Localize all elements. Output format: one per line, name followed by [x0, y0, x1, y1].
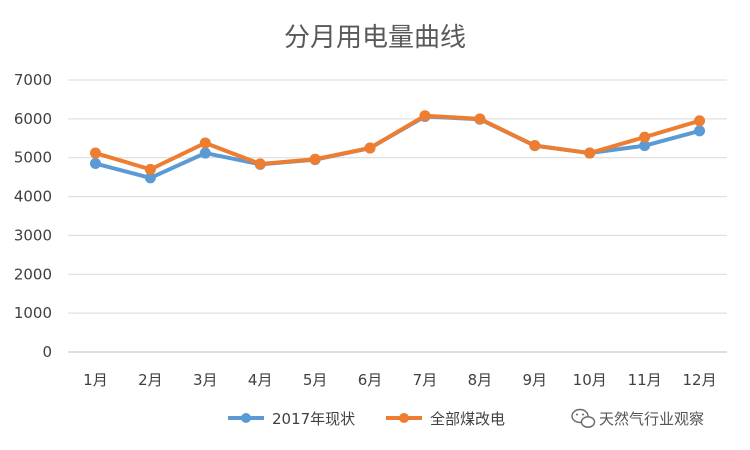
data-point-1[interactable]	[419, 110, 431, 122]
x-tick-label: 1月	[83, 371, 108, 389]
data-point-1[interactable]	[694, 115, 706, 127]
x-tick-label: 9月	[523, 371, 548, 389]
data-point-1[interactable]	[364, 142, 376, 154]
y-tick-label: 1000	[14, 304, 52, 322]
data-point-1[interactable]	[144, 163, 156, 175]
data-point-1[interactable]	[199, 137, 211, 149]
x-tick-label: 10月	[573, 371, 607, 389]
y-tick-label: 0	[42, 343, 52, 361]
chart-title: 分月用电量曲线	[284, 23, 466, 53]
data-point-1[interactable]	[529, 140, 541, 152]
legend: 2017年现状 全部煤改电	[228, 410, 505, 428]
x-axis-ticks: 1月 2月 3月 4月 5月 6月 7月 8月 9月 10月 11月 12月	[83, 371, 716, 389]
watermark-text: 天然气行业观察	[599, 410, 704, 428]
y-tick-label: 6000	[14, 110, 52, 128]
legend-item-coal-to-electric[interactable]: 全部煤改电	[386, 410, 505, 428]
y-tick-label: 3000	[14, 226, 52, 244]
x-tick-label: 2月	[138, 371, 163, 389]
data-point-0[interactable]	[694, 125, 706, 137]
data-point-1[interactable]	[584, 147, 596, 159]
x-tick-label: 11月	[628, 371, 662, 389]
data-point-0[interactable]	[639, 140, 651, 152]
y-tick-label: 4000	[14, 188, 52, 206]
x-tick-label: 12月	[682, 371, 716, 389]
watermark: 天然气行业观察	[571, 408, 704, 428]
legend-marker-coal-to-electric	[399, 413, 409, 423]
legend-marker-2017	[241, 413, 251, 423]
legend-label-coal-to-electric: 全部煤改电	[430, 410, 505, 428]
x-tick-label: 5月	[303, 371, 328, 389]
series-line-1	[93, 113, 702, 172]
data-point-0[interactable]	[89, 158, 101, 170]
data-point-0[interactable]	[199, 147, 211, 159]
gridlines	[68, 79, 727, 353]
y-tick-label: 2000	[14, 265, 52, 283]
data-point-1[interactable]	[254, 158, 266, 170]
y-axis-ticks: 0 1000 2000 3000 4000 5000 6000 7000	[14, 71, 52, 361]
y-tick-label: 5000	[14, 149, 52, 167]
y-tick-label: 7000	[14, 71, 52, 89]
data-point-1[interactable]	[639, 131, 651, 143]
x-tick-label: 6月	[358, 371, 383, 389]
data-point-1[interactable]	[89, 147, 101, 159]
legend-label-2017: 2017年现状	[272, 410, 355, 428]
legend-item-2017[interactable]: 2017年现状	[228, 410, 355, 428]
x-tick-label: 4月	[248, 371, 273, 389]
series-layer	[89, 110, 706, 184]
data-point-1[interactable]	[309, 153, 321, 165]
data-point-1[interactable]	[474, 113, 486, 125]
data-point-0[interactable]	[144, 172, 156, 184]
wechat-icon	[571, 408, 596, 428]
x-tick-label: 8月	[468, 371, 493, 389]
x-tick-label: 7月	[413, 371, 438, 389]
x-tick-label: 3月	[193, 371, 218, 389]
